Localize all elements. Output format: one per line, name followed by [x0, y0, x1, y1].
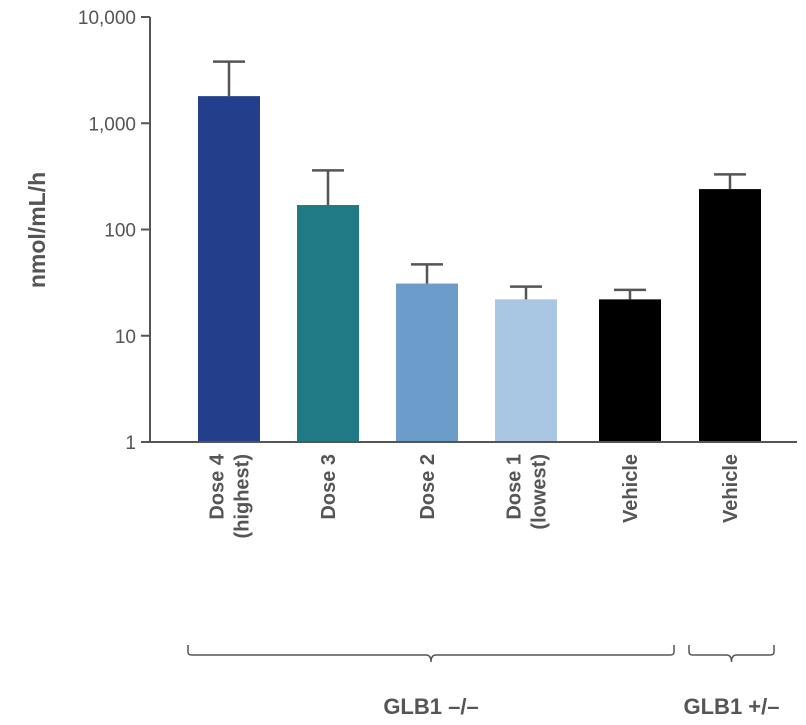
y-axis-label: nmol/mL/h — [24, 172, 50, 288]
bar — [599, 299, 661, 442]
x-tick-label: (highest) — [232, 454, 254, 538]
group-bracket — [688, 645, 775, 663]
group-brackets: GLB1 –/– GLB1 +/– — [187, 645, 780, 719]
group-label: GLB1 –/– — [383, 694, 478, 719]
y-tick-label: 100 — [104, 221, 136, 242]
x-axis-labels: Dose 4 (highest) Dose 3 Dose 2 Dose 1 (lowest… — [207, 453, 743, 538]
x-tick-label: Vehicle — [720, 454, 742, 523]
group-label: GLB1 +/– — [684, 694, 780, 719]
x-tick-label: Dose 4 — [207, 453, 229, 519]
bar — [396, 283, 458, 442]
bar — [495, 299, 557, 442]
y-tick-label: 10 — [115, 327, 136, 348]
group-bracket — [187, 645, 675, 663]
bar — [699, 189, 761, 442]
y-axis-ticks: 1 10 100 1,000 10,000 — [78, 8, 150, 454]
x-tick-label: Vehicle — [620, 454, 642, 523]
bars — [198, 96, 761, 443]
y-tick-label: 1,000 — [88, 114, 136, 135]
x-tick-label: Dose 1 — [504, 454, 526, 520]
y-tick-label: 10,000 — [78, 8, 136, 29]
x-tick-label: Dose 3 — [318, 454, 340, 520]
error-bars — [213, 60, 746, 300]
x-tick-label: Dose 2 — [417, 454, 439, 520]
x-tick-label: (lowest) — [529, 454, 551, 530]
bar — [297, 205, 359, 442]
bar — [198, 96, 260, 443]
y-tick-label: 1 — [125, 433, 136, 454]
